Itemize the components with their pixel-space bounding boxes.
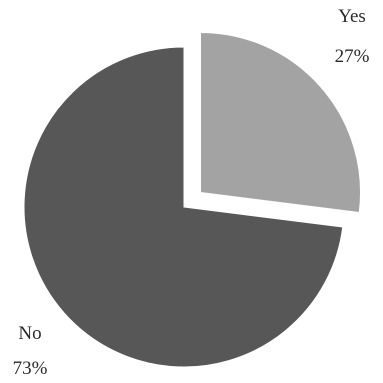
label-yes-percent: 27% [335, 46, 370, 67]
label-yes-name: Yes [338, 6, 366, 27]
pie-slices [23, 31, 362, 368]
pie-slice-yes [200, 31, 362, 214]
label-no-percent: 73% [13, 358, 48, 379]
pie-slice-no [23, 46, 344, 368]
label-no-name: No [18, 323, 41, 344]
